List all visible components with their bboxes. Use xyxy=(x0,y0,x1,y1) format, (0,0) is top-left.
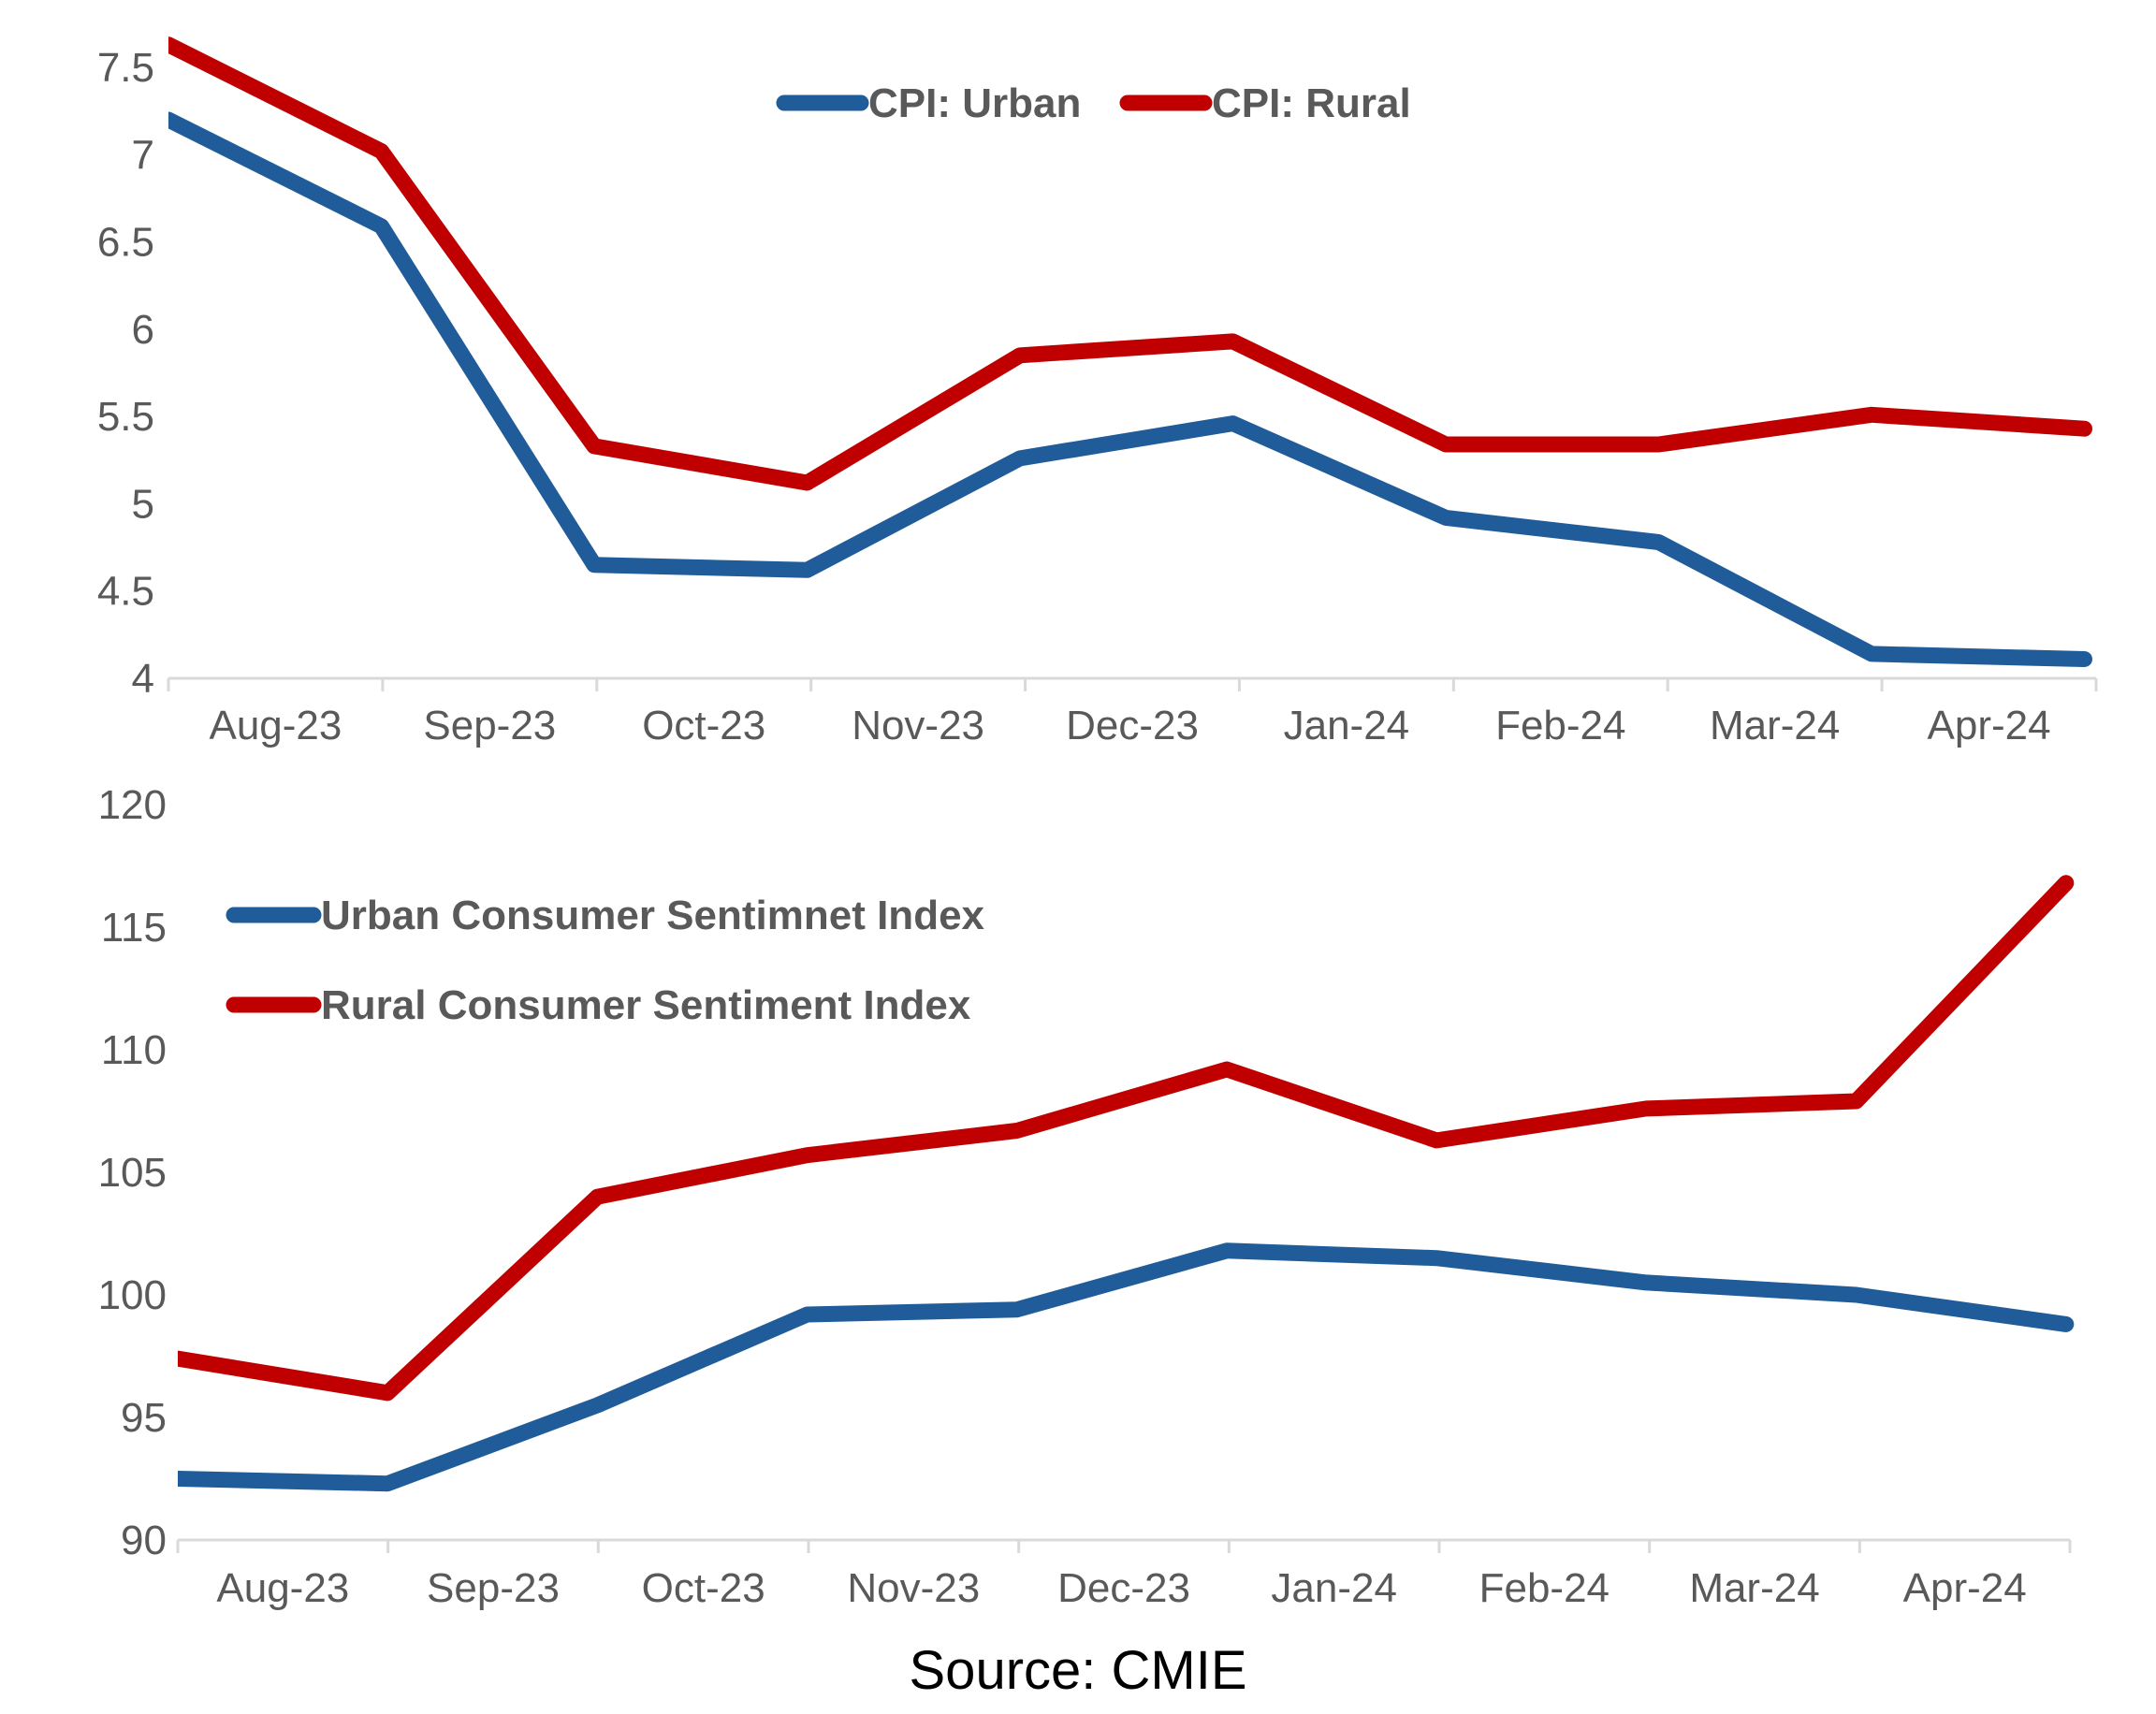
y-tick-label: 7.5 xyxy=(97,45,154,91)
cpi-chart: 4 4.5 5 5.5 6 6.5 7 7.5 Aug-23 Sep-23 Oct-23 Nov-23… xyxy=(97,36,2098,748)
series-line-urban xyxy=(168,111,2092,667)
x-tick-label: Feb-24 xyxy=(1495,703,1625,748)
y-tick-label: 5 xyxy=(132,481,154,527)
x-tick-label: Dec-23 xyxy=(1057,1565,1190,1611)
x-tick-label: Feb-24 xyxy=(1479,1565,1610,1611)
y-tick-label: 100 xyxy=(98,1272,167,1318)
x-tick-label: Sep-23 xyxy=(427,1565,560,1611)
y-tick-label: 4 xyxy=(132,656,154,702)
y-tick-label: 6.5 xyxy=(97,220,154,266)
x-tick-label: Oct-23 xyxy=(642,1565,765,1611)
source-note: Source: CMIE xyxy=(909,1640,1247,1701)
x-tick-label: Jan-24 xyxy=(1284,703,1410,748)
x-tick-label: Oct-23 xyxy=(642,703,765,748)
y-tick-label: 95 xyxy=(121,1395,167,1441)
x-tick-label: Sep-23 xyxy=(423,703,556,748)
y-tick-label: 6 xyxy=(132,307,154,353)
x-tick-label: Nov-23 xyxy=(847,1565,980,1611)
y-tick-label: 90 xyxy=(121,1518,167,1563)
x-tick-label: Dec-23 xyxy=(1066,703,1199,748)
legend-label: CPI: Urban xyxy=(868,80,1081,126)
consumer-sentiment-chart: 90 95 100 105 110 115 120 Aug-23 Sep-23 Oct-23 Nov… xyxy=(98,782,2075,1611)
legend-label: CPI: Rural xyxy=(1212,80,1411,126)
series-line-urban xyxy=(178,1242,2075,1492)
x-tick-label: Aug-23 xyxy=(216,1565,349,1611)
x-tick-label: Nov-23 xyxy=(852,703,984,748)
series-line-rural xyxy=(168,36,2092,491)
x-tick-label: Apr-24 xyxy=(1903,1565,2027,1611)
x-tick-label: Jan-24 xyxy=(1271,1565,1397,1611)
y-tick-label: 7 xyxy=(132,132,154,178)
x-tick-label: Mar-24 xyxy=(1710,703,1840,748)
y-tick-label: 4.5 xyxy=(97,569,154,615)
y-tick-label: 110 xyxy=(101,1027,167,1073)
y-tick-label: 120 xyxy=(98,782,167,828)
y-tick-label: 115 xyxy=(101,905,167,951)
series-line-rural xyxy=(178,875,2075,1402)
x-tick-label: Apr-24 xyxy=(1928,703,2051,748)
x-tick-label: Mar-24 xyxy=(1689,1565,1819,1611)
y-tick-label: 5.5 xyxy=(97,394,154,440)
x-tick-label: Aug-23 xyxy=(209,703,342,748)
legend-label: Urban Consumer Sentimnet Index xyxy=(321,893,985,938)
legend-label: Rural Consumer Sentiment Index xyxy=(321,982,971,1028)
y-tick-label: 105 xyxy=(98,1150,167,1196)
